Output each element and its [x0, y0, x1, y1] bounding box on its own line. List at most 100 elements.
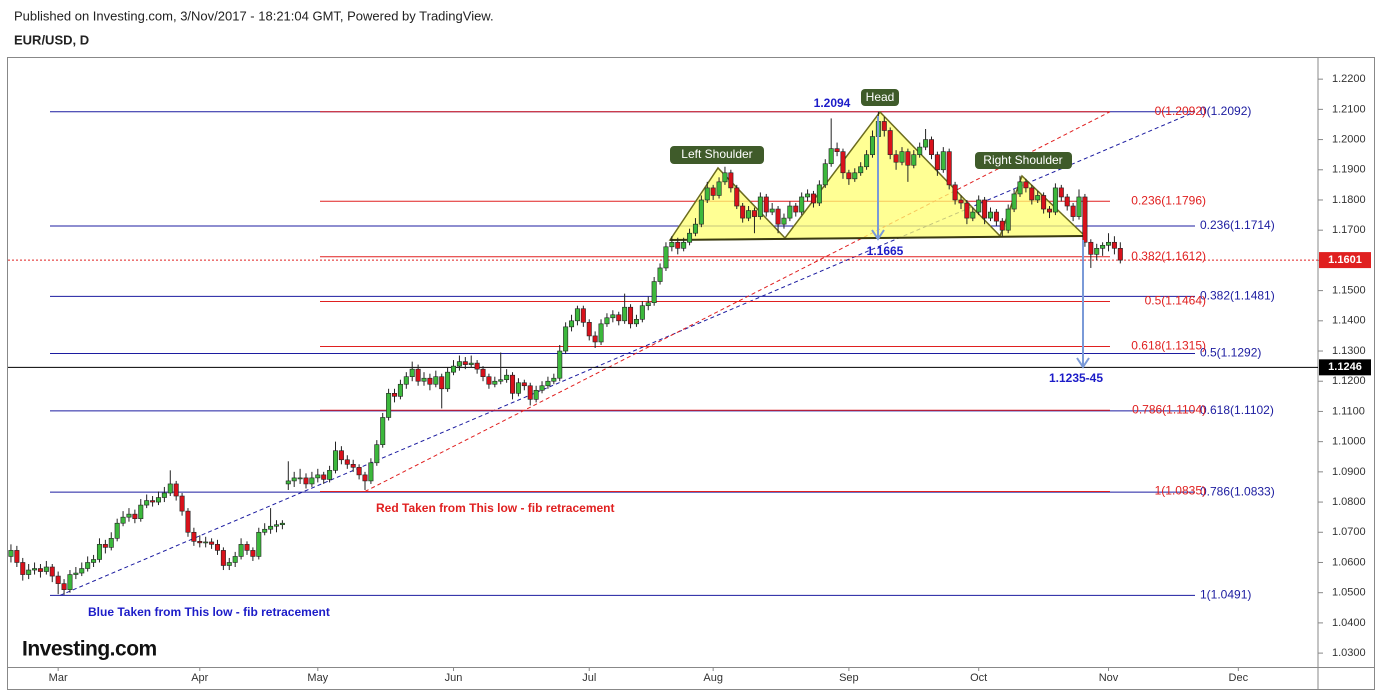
candle-body [67, 574, 73, 590]
candle-body [734, 187, 740, 207]
candle-body [445, 371, 451, 390]
candle-body [43, 566, 49, 572]
fib-label: 0.786(1.1104) [1132, 402, 1206, 416]
fib-label: 0(1.2092) [1200, 104, 1251, 118]
y-tick-label: 1.0600 [1332, 556, 1366, 568]
candle-body [757, 196, 763, 217]
candle-body [1117, 248, 1123, 261]
candle-body [923, 139, 929, 148]
candle-body [126, 513, 132, 518]
candle-body [20, 562, 26, 575]
y-tick-label: 1.1900 [1332, 164, 1366, 176]
y-tick-label: 1.0900 [1332, 466, 1366, 478]
candle-body [350, 464, 356, 468]
candle-body [539, 385, 545, 391]
candle-body [155, 497, 161, 503]
candle-body [37, 568, 43, 572]
candle-body [781, 217, 787, 225]
candle-body [645, 302, 651, 307]
candle-body [982, 199, 988, 219]
candle-body [61, 583, 67, 590]
candle-body [144, 500, 150, 506]
candle-body [1017, 181, 1023, 195]
label-box [861, 89, 899, 106]
arrow-head [1076, 357, 1090, 369]
symbol: EUR/USD, D [14, 32, 89, 47]
candle-body [262, 528, 268, 533]
annotation: 1.2094 [814, 96, 851, 110]
candle-body [704, 187, 710, 201]
candle-body [616, 314, 622, 322]
candle-body [692, 223, 698, 234]
candle-body [397, 383, 403, 397]
candle-body [905, 151, 911, 166]
candle-body [55, 575, 61, 584]
candle-body [474, 362, 480, 370]
annotation: Red Taken from This low - fib retracemen… [376, 501, 615, 515]
candle-body [256, 531, 262, 557]
published-note: Published on Investing.com, 3/Nov/2017 -… [14, 8, 494, 23]
candle-body [150, 500, 156, 503]
annotation: 1.1235-45 [1049, 371, 1103, 385]
label-box [975, 152, 1072, 169]
candle-body [498, 379, 504, 382]
candle-body [592, 335, 598, 343]
x-tick-label: Apr [191, 672, 208, 684]
candle-body [250, 550, 256, 557]
candle-body [964, 202, 970, 219]
candle-body [209, 541, 215, 545]
candle-body [480, 368, 486, 377]
candle-body [374, 444, 380, 464]
fib-label: 0.382(1.1612) [1131, 249, 1206, 263]
candle-body [639, 305, 645, 320]
candle-body [533, 389, 539, 400]
candle-body [462, 361, 468, 365]
candle-body [167, 483, 173, 494]
candle-body [869, 136, 875, 155]
candle-body [303, 477, 309, 485]
y-tick-label: 1.1800 [1332, 194, 1366, 206]
candle-body [403, 376, 409, 385]
annotation: 1.1665 [867, 244, 904, 258]
candle-body [763, 196, 769, 213]
candle-body [297, 477, 303, 480]
candle-body [934, 154, 940, 171]
price-box [1319, 359, 1371, 376]
candle-body [279, 522, 285, 526]
candle-body [527, 385, 533, 400]
candle-body [173, 483, 179, 497]
candle-body [610, 314, 616, 319]
fib-label: 0.5(1.1292) [1200, 346, 1261, 360]
y-tick-label: 1.1300 [1332, 345, 1366, 357]
candle-body [1047, 208, 1053, 213]
x-tick-label: Aug [703, 672, 723, 684]
fib-label: 0.5(1.1464) [1145, 294, 1206, 308]
candle-body [1011, 193, 1017, 210]
candle-body [799, 196, 805, 213]
candle-body [315, 474, 321, 479]
candle-body [232, 556, 238, 563]
fib-label: 0.786(1.0833) [1200, 484, 1275, 498]
x-tick-label: Dec [1229, 672, 1249, 684]
candle-body [421, 377, 427, 382]
candle-body [427, 377, 433, 385]
candle-body [273, 524, 279, 527]
candle-body [14, 550, 20, 563]
fib-label: 0.236(1.1714) [1200, 218, 1275, 232]
y-tick-label: 1.2000 [1332, 133, 1366, 145]
candle-body [120, 516, 126, 524]
candle-body [203, 541, 209, 544]
candle-body [327, 470, 333, 480]
candle-body [1094, 248, 1100, 255]
candle-body [85, 562, 91, 569]
candle-body [291, 477, 297, 482]
candle-body [492, 380, 498, 385]
candle-body [940, 151, 946, 171]
candle-body [1100, 244, 1106, 249]
candle-body [834, 148, 840, 152]
candle-body [1029, 187, 1035, 201]
candle-body [1023, 181, 1029, 189]
candle-body [338, 450, 344, 461]
candle-body [551, 377, 557, 382]
candle-body [8, 550, 14, 557]
